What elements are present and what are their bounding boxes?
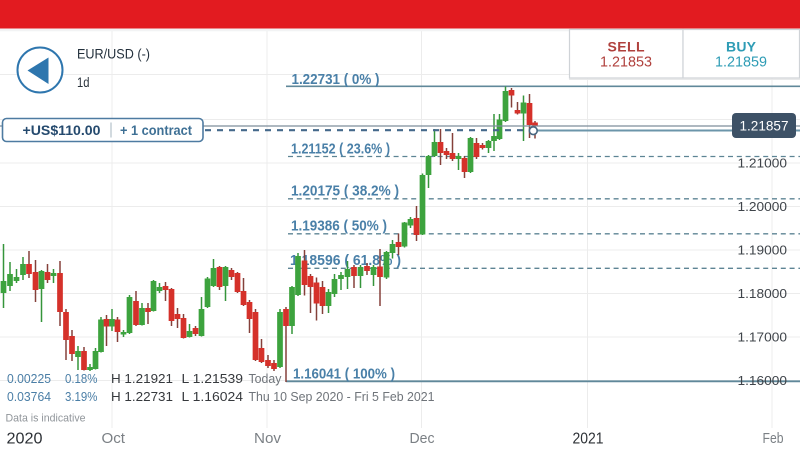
svg-text:Today: Today [249, 371, 282, 386]
svg-text:0.03764: 0.03764 [7, 389, 51, 404]
svg-text:Dec: Dec [410, 430, 435, 447]
svg-text:0.00225: 0.00225 [7, 371, 51, 386]
svg-text:1.22731 ( 0% ): 1.22731 ( 0% ) [292, 72, 380, 88]
svg-text:1.20000: 1.20000 [738, 200, 788, 214]
svg-text:1.21857: 1.21857 [740, 118, 789, 134]
svg-text:1.17000: 1.17000 [738, 331, 788, 345]
svg-text:H 1.22731: H 1.22731 [111, 389, 173, 404]
svg-text:1.21152 ( 23.6% ): 1.21152 ( 23.6% ) [291, 142, 390, 158]
svg-text:BUY: BUY [726, 39, 757, 55]
svg-text:1.20175 ( 38.2% ): 1.20175 ( 38.2% ) [291, 184, 399, 200]
svg-text:1.21853: 1.21853 [600, 54, 652, 71]
svg-text:Oct: Oct [102, 430, 126, 447]
svg-text:3.19%: 3.19% [65, 389, 98, 404]
svg-text:+ 1 contract: + 1 contract [120, 122, 192, 138]
svg-text:+US$110.00: +US$110.00 [23, 122, 101, 138]
svg-text:1.21859: 1.21859 [715, 54, 767, 71]
svg-text:1.16000: 1.16000 [738, 374, 788, 388]
svg-text:0.18%: 0.18% [65, 371, 98, 386]
svg-text:1d: 1d [77, 75, 90, 90]
svg-text:1.21000: 1.21000 [738, 157, 788, 171]
svg-text:1.19000: 1.19000 [738, 244, 788, 258]
svg-text:1.19386 ( 50% ): 1.19386 ( 50% ) [291, 219, 387, 235]
svg-text:EUR/USD (-): EUR/USD (-) [77, 47, 150, 62]
svg-text:1.18000: 1.18000 [738, 287, 788, 301]
svg-text:2020: 2020 [7, 431, 43, 448]
svg-text:Thu 10 Sep 2020 - Fri 5 Feb 20: Thu 10 Sep 2020 - Fri 5 Feb 2021 [249, 389, 435, 404]
svg-text:2021: 2021 [573, 431, 604, 448]
svg-text:1.16041 ( 100% ): 1.16041 ( 100% ) [293, 367, 395, 383]
svg-text:L 1.21539: L 1.21539 [182, 371, 244, 386]
svg-text:H 1.21921: H 1.21921 [111, 371, 173, 386]
svg-text:Data is indicative: Data is indicative [6, 413, 86, 425]
svg-text:L 1.16024: L 1.16024 [182, 389, 244, 404]
svg-text:Feb: Feb [763, 430, 784, 447]
svg-text:Nov: Nov [254, 430, 281, 447]
svg-text:SELL: SELL [608, 39, 645, 55]
